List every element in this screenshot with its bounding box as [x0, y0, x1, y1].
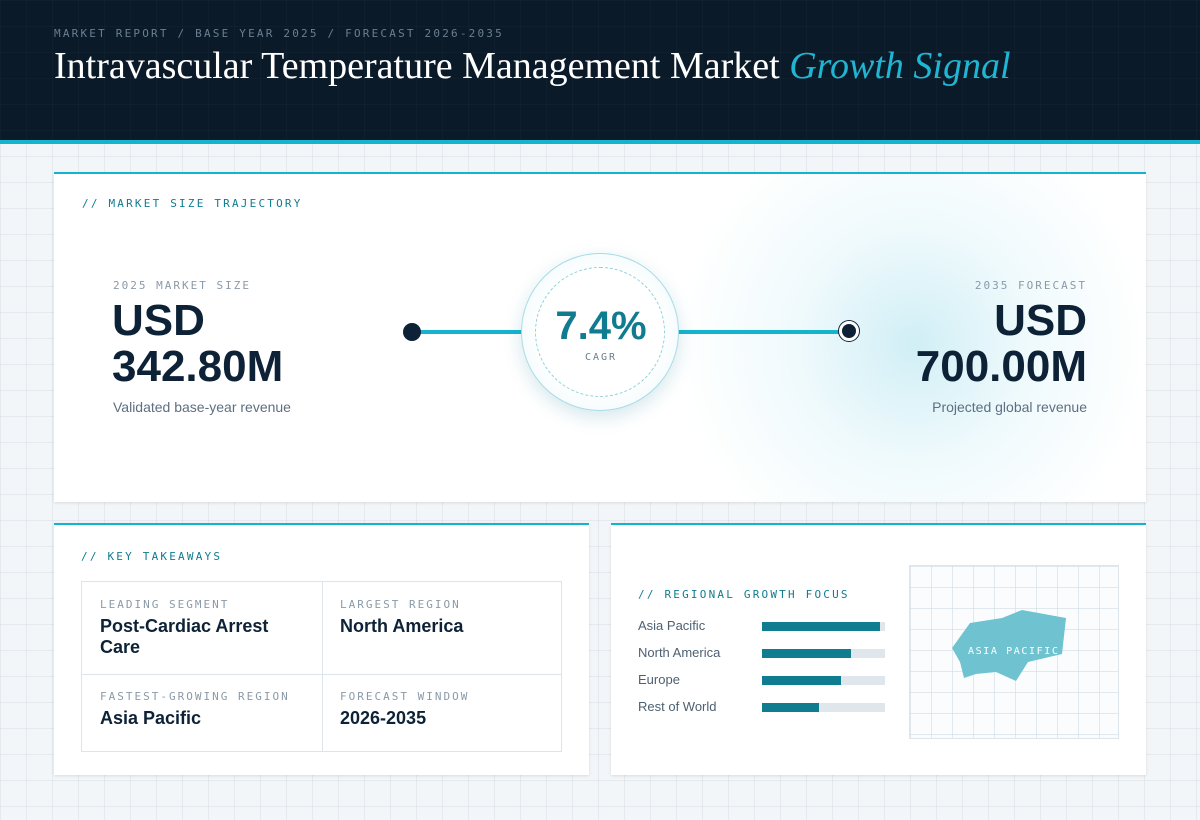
base-year-currency: USD: [112, 296, 205, 345]
report-eyebrow: MARKET REPORT / BASE YEAR 2025 / FORECAS…: [54, 27, 504, 40]
report-header: MARKET REPORT / BASE YEAR 2025 / FORECAS…: [0, 0, 1200, 144]
takeaway-value: 2026-2035: [340, 708, 427, 728]
region-bar-row: Rest of World: [638, 699, 888, 717]
forecast-amount: 700.00M: [915, 342, 1087, 391]
region-bar-track: [762, 649, 885, 658]
takeaways-grid: LEADING SEGMENT Post-Cardiac Arrest Care…: [81, 581, 562, 752]
forecast-subtext: Projected global revenue: [932, 399, 1087, 415]
region-bar-track: [762, 622, 885, 631]
takeaway-value: Asia Pacific: [100, 708, 202, 728]
region-bar-fill: [762, 676, 841, 685]
takeaway-fastest-growing-region: FASTEST-GROWING REGION Asia Pacific: [82, 674, 322, 752]
region-bar-name: Asia Pacific: [638, 618, 706, 633]
takeaway-key: FORECAST WINDOW: [340, 690, 470, 703]
start-point-marker: [403, 323, 421, 341]
takeaway-value: North America: [340, 616, 464, 636]
end-point-marker: [839, 321, 859, 341]
takeaway-key: LEADING SEGMENT: [100, 598, 230, 611]
takeaway-leading-segment: LEADING SEGMENT Post-Cardiac Arrest Care: [82, 582, 322, 674]
page-title: Intravascular Temperature Management Mar…: [54, 44, 1011, 88]
forecast-currency: USD: [994, 296, 1087, 345]
region-bar-name: North America: [638, 645, 721, 660]
cagr-inner-ring: 7.4% CAGR: [535, 267, 665, 397]
region-bar-track: [762, 676, 885, 685]
trajectory-line-right: [664, 330, 844, 334]
key-takeaways-card: // KEY TAKEAWAYS LEADING SEGMENT Post-Ca…: [54, 523, 589, 775]
base-year-amount: 342.80M: [112, 342, 284, 391]
grid-divider-horizontal: [82, 674, 561, 675]
region-bar-row: North America: [638, 645, 888, 663]
grid-divider-vertical: [322, 582, 323, 751]
trajectory-line-left: [418, 330, 528, 334]
region-bar-row: Europe: [638, 672, 888, 690]
title-accent: Growth Signal: [789, 45, 1011, 87]
base-year-label: 2025 MARKET SIZE: [113, 279, 251, 292]
region-map: ASIA PACIFIC: [909, 565, 1119, 739]
forecast-label: 2035 FORECAST: [974, 279, 1087, 292]
region-bar-name: Rest of World: [638, 699, 717, 714]
takeaways-section-label: // KEY TAKEAWAYS: [81, 550, 223, 563]
background-glow: [654, 174, 1146, 502]
region-bar-fill: [762, 703, 819, 712]
title-main: Intravascular Temperature Management Mar…: [54, 45, 780, 87]
takeaway-largest-region: LARGEST REGION North America: [322, 582, 562, 674]
regional-growth-focus-card: // REGIONAL GROWTH FOCUS Asia Pacific No…: [611, 523, 1146, 775]
map-region-label: ASIA PACIFIC: [968, 646, 1060, 657]
region-bar-row: Asia Pacific: [638, 618, 888, 636]
asia-pacific-map-shape: [952, 610, 1066, 681]
regional-section-label: // REGIONAL GROWTH FOCUS: [638, 588, 850, 601]
region-bar-fill: [762, 649, 851, 658]
cagr-value: 7.4%: [555, 304, 647, 348]
cagr-label: CAGR: [584, 352, 618, 363]
market-size-trajectory-card: // MARKET SIZE TRAJECTORY 2025 MARKET SI…: [54, 172, 1146, 502]
base-year-subtext: Validated base-year revenue: [113, 399, 291, 415]
takeaway-key: LARGEST REGION: [340, 598, 461, 611]
cagr-badge: 7.4% CAGR: [521, 253, 679, 411]
region-bar-track: [762, 703, 885, 712]
trajectory-section-label: // MARKET SIZE TRAJECTORY: [82, 197, 303, 210]
region-bar-name: Europe: [638, 672, 680, 687]
takeaway-key: FASTEST-GROWING REGION: [100, 690, 290, 703]
region-bar-fill: [762, 622, 881, 631]
takeaway-forecast-window: FORECAST WINDOW 2026-2035: [322, 674, 562, 752]
takeaway-value: Post-Cardiac Arrest Care: [100, 616, 269, 657]
